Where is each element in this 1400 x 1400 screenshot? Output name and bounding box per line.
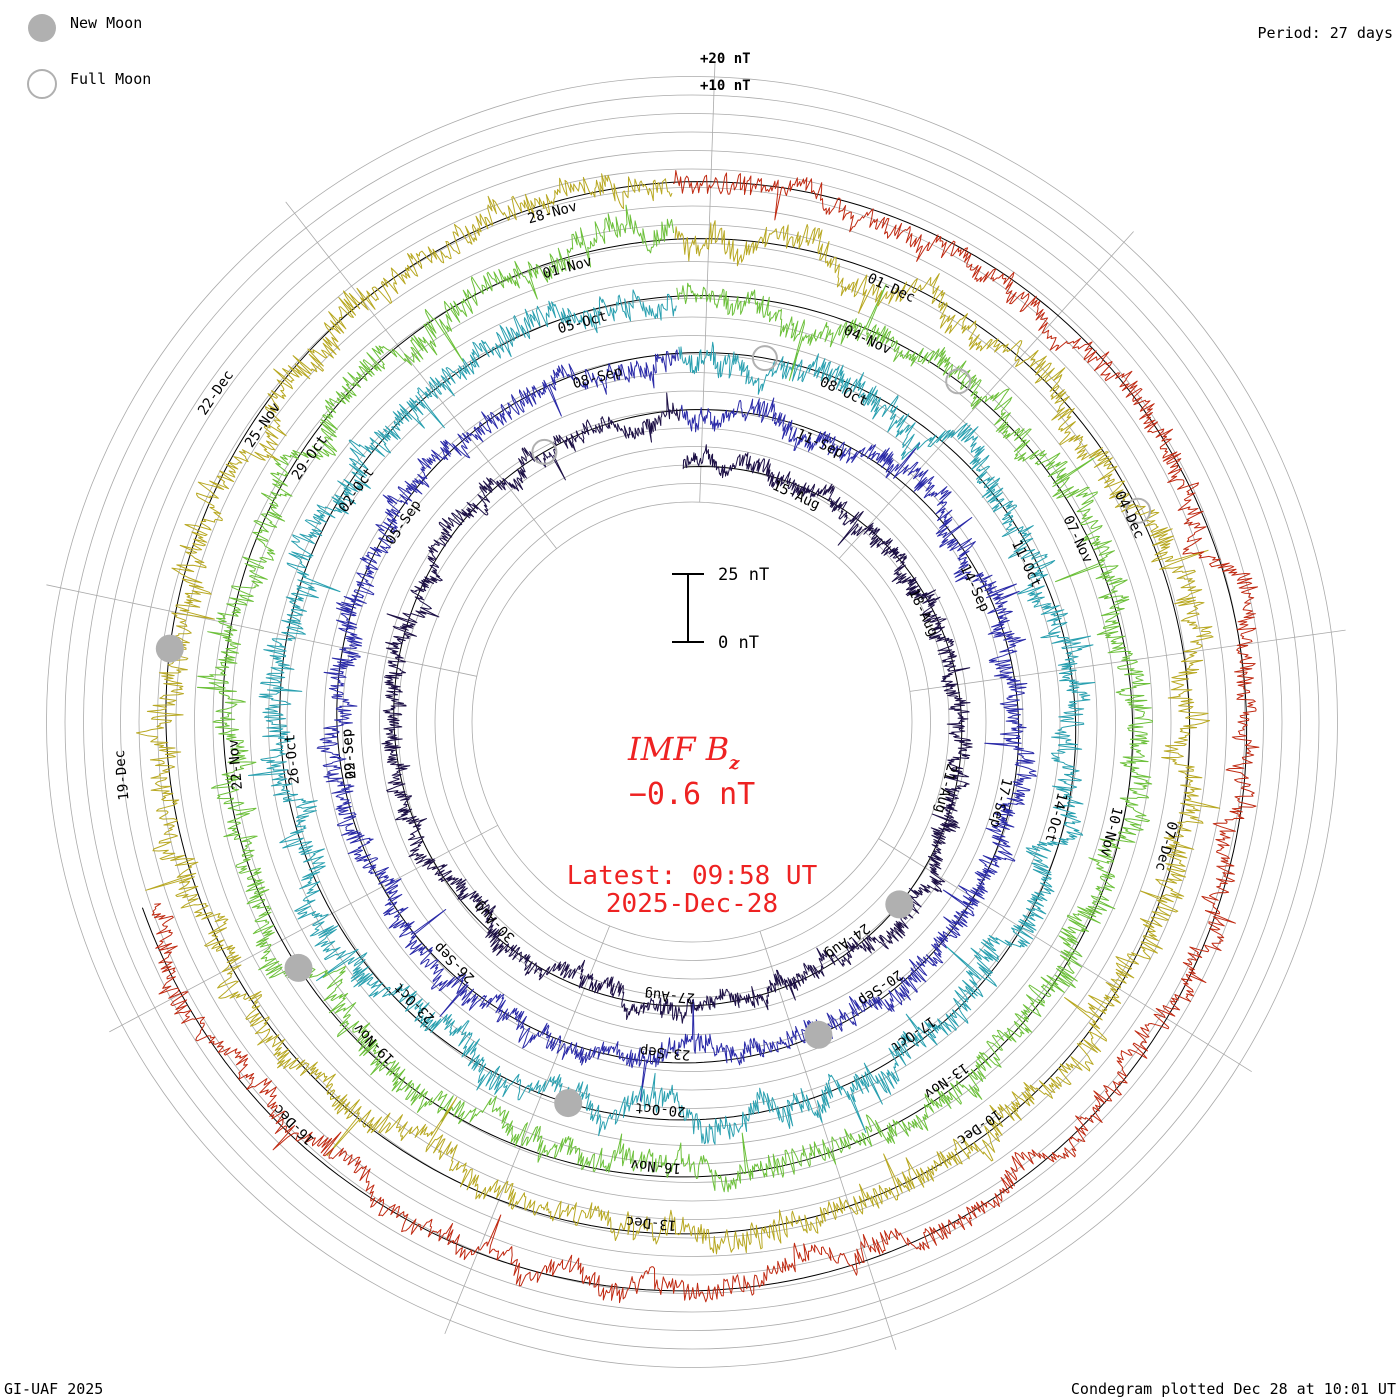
readout-latest-time: Latest: 09:58 UT xyxy=(567,861,818,891)
concentric-grid xyxy=(46,76,1338,1368)
date-tick-label: 20-Oct xyxy=(635,1099,687,1119)
date-tick-label: 13-Dec xyxy=(625,1213,677,1233)
bz-trace-rotation-2 xyxy=(316,349,1037,1102)
day-spoke xyxy=(759,931,897,1350)
legend-label-new-moon: New Moon xyxy=(70,14,142,32)
date-tick-label: 26-Oct xyxy=(282,733,303,785)
grid-ring xyxy=(453,483,931,961)
scale-bar-bottom-label: 0 nT xyxy=(718,633,759,653)
full-moon-marker xyxy=(1125,497,1152,524)
grid-ring xyxy=(46,76,1338,1368)
full-moon-marker xyxy=(751,345,778,372)
date-tick-label: 18-Aug xyxy=(905,586,941,639)
grid-ring xyxy=(305,335,1079,1109)
day-spoke xyxy=(878,838,1252,1073)
day-spokes xyxy=(46,62,1346,1350)
date-tick-label: 16-Nov xyxy=(630,1156,682,1176)
grid-ring xyxy=(157,187,1227,1257)
date-tick-label: 01-Dec xyxy=(865,271,918,307)
readout: IMF Bz −0.6 nT Latest: 09:58 UT 2025-Dec… xyxy=(567,730,818,919)
ring-scale-label-10: +10 nT xyxy=(700,78,751,94)
new-moon-marker xyxy=(804,1020,833,1049)
bz-trace-rotation-4 xyxy=(197,204,1153,1193)
grid-ring xyxy=(83,113,1301,1331)
readout-value: −0.6 nT xyxy=(629,777,755,812)
bz-trace-rotation-6 xyxy=(151,170,1260,1304)
day-spoke xyxy=(444,925,610,1335)
new-moon-marker xyxy=(155,634,184,663)
day-spoke xyxy=(285,201,557,549)
new-moon-marker xyxy=(284,953,313,982)
grid-ring xyxy=(323,353,1061,1091)
grid-ring xyxy=(138,168,1246,1276)
day-spoke xyxy=(46,584,477,677)
readout-title: IMF Bz xyxy=(627,730,740,774)
bz-traces xyxy=(136,170,1260,1304)
date-tick-label: 13-Nov xyxy=(921,1059,972,1101)
date-tick-label: 14-Sep xyxy=(956,562,992,615)
date-tick-label: 07-Nov xyxy=(1059,513,1095,566)
readout-title-subscript: z xyxy=(728,753,740,774)
date-tick-label: 23-Sep xyxy=(639,1042,691,1062)
date-tick-label: 22-Nov xyxy=(225,739,246,791)
day-spoke xyxy=(838,231,1134,559)
date-tick-label: 27-Aug xyxy=(644,986,696,1006)
grid-ring xyxy=(268,298,1116,1146)
bz-trace-rotation-5 xyxy=(136,173,1221,1255)
date-tick-label: 23-Oct xyxy=(391,979,438,1026)
new-moon-legend-icon xyxy=(28,14,56,42)
date-tick-label: 11-Sep xyxy=(793,426,846,462)
grid-ring xyxy=(175,205,1209,1239)
scale-bar: 25 nT 0 nT xyxy=(672,565,769,653)
grid-ring xyxy=(212,242,1172,1202)
date-tick-label: 02-Sep xyxy=(339,728,360,780)
grid-ring xyxy=(360,390,1024,1054)
grid-ring xyxy=(416,446,968,998)
bz-trace-rotation-1 xyxy=(381,392,973,1024)
readout-date: 2025-Dec-28 xyxy=(606,889,778,919)
bz-trace-rotation-3 xyxy=(248,289,1096,1145)
new-moon-marker xyxy=(885,890,914,919)
grid-ring xyxy=(471,501,913,943)
full-moon-marker xyxy=(531,438,558,465)
date-tick-label: 19-Dec xyxy=(112,749,133,801)
date-tick-label: 16-Dec xyxy=(271,1101,318,1148)
grid-ring xyxy=(434,464,950,980)
date-tick-label: 11-Oct xyxy=(1008,538,1044,591)
grid-ring xyxy=(101,131,1283,1313)
readout-title-main: IMF B xyxy=(627,730,729,768)
moon-phase-markers xyxy=(155,345,1152,1118)
date-tick-label: 29-Sep xyxy=(339,728,360,780)
legend: New Moon Full Moon xyxy=(27,14,151,99)
new-moon-marker xyxy=(554,1089,583,1118)
grid-ring xyxy=(286,316,1098,1128)
grid-ring xyxy=(64,94,1320,1350)
date-tick-label: 04-Dec xyxy=(1111,489,1147,542)
day-spoke xyxy=(699,62,716,503)
scale-bar-top-label: 25 nT xyxy=(718,565,769,585)
legend-label-full-moon: Full Moon xyxy=(70,70,151,88)
full-moon-marker xyxy=(945,368,972,395)
period-label: Period: 27 days xyxy=(1258,24,1393,42)
footer-credit: GI-UAF 2025 xyxy=(4,1380,103,1398)
grid-ring xyxy=(249,279,1135,1165)
footer-plotted: Condegram plotted Dec 28 at 10:01 UT xyxy=(1071,1380,1396,1398)
date-tick-label: 19-Nov xyxy=(351,1020,398,1067)
date-tick-label: 22-Dec xyxy=(195,368,237,419)
ring-scale-label-20: +20 nT xyxy=(700,51,751,67)
date-tick-label: 04-Nov xyxy=(841,322,894,358)
full-moon-legend-icon xyxy=(27,69,57,99)
